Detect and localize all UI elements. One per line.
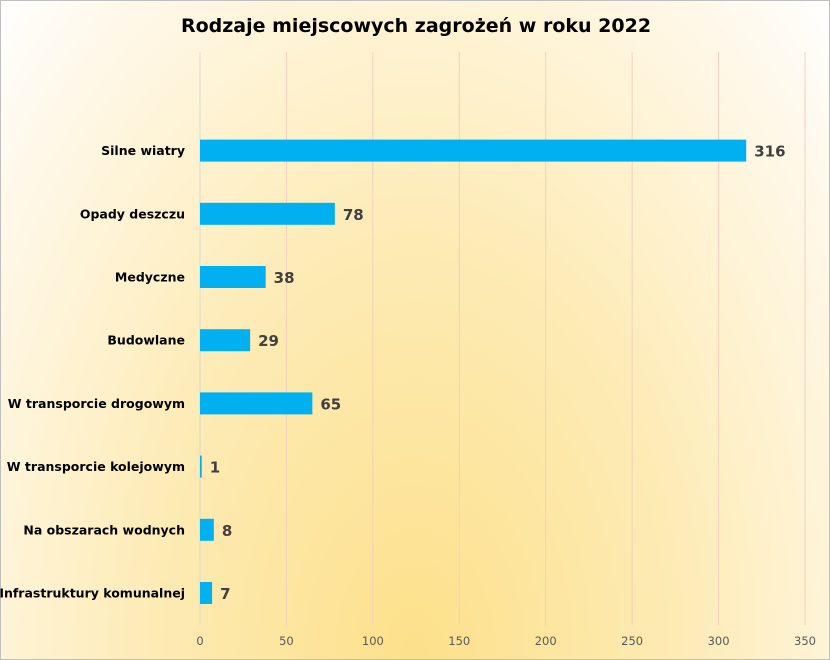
x-tick-label: 200 <box>535 634 557 648</box>
category-label: Opady deszczu <box>80 206 185 221</box>
category-label: W transporcie kolejowym <box>7 459 185 474</box>
data-label: 7 <box>220 585 230 603</box>
chart-title: Rodzaje miejscowych zagrożeń w roku 2022 <box>180 15 652 37</box>
bar <box>200 329 251 352</box>
bar <box>200 455 202 478</box>
bar <box>200 582 213 604</box>
data-label: 38 <box>274 269 295 287</box>
category-label: Na obszarach wodnych <box>23 522 185 537</box>
x-tick-label: 150 <box>448 634 470 648</box>
data-label: 1 <box>210 459 220 477</box>
x-tick-label: 350 <box>794 634 816 648</box>
category-label: Medyczne <box>115 270 185 285</box>
data-label: 316 <box>754 143 785 161</box>
x-tick-label: 250 <box>621 634 643 648</box>
category-label: Budowlane <box>107 333 185 348</box>
bar <box>200 392 313 415</box>
data-label: 8 <box>222 522 232 540</box>
x-tick-label: 50 <box>279 634 294 648</box>
bar <box>200 266 266 288</box>
x-tick-label: 100 <box>362 634 384 648</box>
x-tick-label: 0 <box>196 634 203 648</box>
category-label: W transporcie drogowym <box>8 396 185 411</box>
category-label: Infrastruktury komunalnej <box>0 586 185 601</box>
bar <box>200 518 214 541</box>
x-tick-label: 300 <box>708 634 730 648</box>
bar <box>200 202 335 225</box>
category-label: Silne wiatry <box>101 143 185 158</box>
bar <box>200 139 747 162</box>
data-label: 29 <box>258 332 279 350</box>
data-label: 65 <box>320 395 341 413</box>
data-label: 78 <box>343 206 364 224</box>
